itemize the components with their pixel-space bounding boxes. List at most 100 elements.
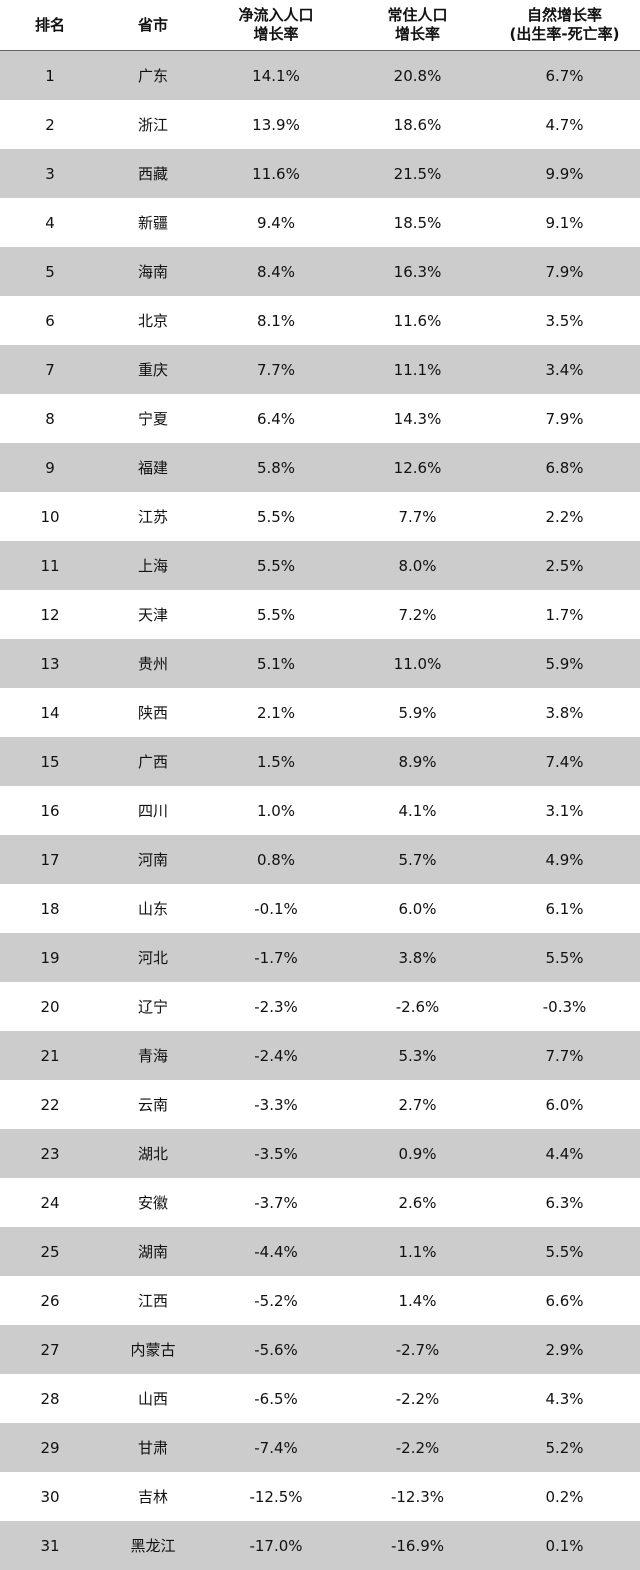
resident-cell: 0.9% (346, 1129, 489, 1178)
province-cell: 青海 (100, 1031, 206, 1080)
rank-cell: 2 (0, 100, 100, 149)
rank-cell: 13 (0, 639, 100, 688)
header-rank: 排名 (0, 0, 100, 51)
net-inflow-cell: 5.5% (206, 590, 346, 639)
net-inflow-cell: -17.0% (206, 1521, 346, 1570)
table-row: 4 新疆 9.4% 18.5% 9.1% (0, 198, 640, 247)
natural-cell: 6.6% (489, 1276, 640, 1325)
resident-cell: 18.5% (346, 198, 489, 247)
natural-cell: -0.3% (489, 982, 640, 1031)
net-inflow-cell: 0.8% (206, 835, 346, 884)
header-natural: 自然增长率 (出生率-死亡率) (489, 0, 640, 51)
natural-cell: 6.8% (489, 443, 640, 492)
resident-cell: 4.1% (346, 786, 489, 835)
net-inflow-cell: 5.8% (206, 443, 346, 492)
resident-cell: 5.3% (346, 1031, 489, 1080)
province-cell: 黑龙江 (100, 1521, 206, 1570)
header-province: 省市 (100, 0, 206, 51)
natural-cell: 3.8% (489, 688, 640, 737)
natural-cell: 4.4% (489, 1129, 640, 1178)
resident-cell: 18.6% (346, 100, 489, 149)
resident-cell: 6.0% (346, 884, 489, 933)
province-cell: 海南 (100, 247, 206, 296)
net-inflow-cell: 5.5% (206, 492, 346, 541)
rank-cell: 26 (0, 1276, 100, 1325)
natural-cell: 4.7% (489, 100, 640, 149)
table-row: 11 上海 5.5% 8.0% 2.5% (0, 541, 640, 590)
table-row: 15 广西 1.5% 8.9% 7.4% (0, 737, 640, 786)
province-cell: 湖北 (100, 1129, 206, 1178)
net-inflow-cell: 11.6% (206, 149, 346, 198)
table-row: 24 安徽 -3.7% 2.6% 6.3% (0, 1178, 640, 1227)
natural-cell: 9.1% (489, 198, 640, 247)
resident-cell: 2.7% (346, 1080, 489, 1129)
natural-cell: 2.5% (489, 541, 640, 590)
province-cell: 陕西 (100, 688, 206, 737)
rank-cell: 28 (0, 1374, 100, 1423)
table-row: 1 广东 14.1% 20.8% 6.7% (0, 50, 640, 100)
province-cell: 云南 (100, 1080, 206, 1129)
table-row: 14 陕西 2.1% 5.9% 3.8% (0, 688, 640, 737)
province-cell: 天津 (100, 590, 206, 639)
rank-cell: 27 (0, 1325, 100, 1374)
province-cell: 河北 (100, 933, 206, 982)
resident-cell: 11.6% (346, 296, 489, 345)
header-natural-line-2: (出生率-死亡率) (509, 25, 620, 43)
header-row: 排名 省市 净流入人口 增长率 常住人口 增长率 自然增长率 (出生率-死亡率) (0, 0, 640, 51)
province-cell: 安徽 (100, 1178, 206, 1227)
table-row: 3 西藏 11.6% 21.5% 9.9% (0, 149, 640, 198)
rank-cell: 19 (0, 933, 100, 982)
province-cell: 江苏 (100, 492, 206, 541)
table-row: 23 湖北 -3.5% 0.9% 4.4% (0, 1129, 640, 1178)
header-resident-line-1: 常住人口 (387, 6, 448, 24)
rank-cell: 3 (0, 149, 100, 198)
table-row: 31 黑龙江 -17.0% -16.9% 0.1% (0, 1521, 640, 1570)
province-cell: 宁夏 (100, 394, 206, 443)
table-row: 21 青海 -2.4% 5.3% 7.7% (0, 1031, 640, 1080)
natural-cell: 5.9% (489, 639, 640, 688)
rank-cell: 17 (0, 835, 100, 884)
rank-cell: 25 (0, 1227, 100, 1276)
rank-cell: 8 (0, 394, 100, 443)
net-inflow-cell: 5.5% (206, 541, 346, 590)
resident-cell: -2.6% (346, 982, 489, 1031)
net-inflow-cell: -3.3% (206, 1080, 346, 1129)
natural-cell: 6.3% (489, 1178, 640, 1227)
province-cell: 广东 (100, 50, 206, 100)
table-row: 12 天津 5.5% 7.2% 1.7% (0, 590, 640, 639)
province-cell: 新疆 (100, 198, 206, 247)
resident-cell: 5.9% (346, 688, 489, 737)
province-cell: 内蒙古 (100, 1325, 206, 1374)
natural-cell: 7.4% (489, 737, 640, 786)
natural-cell: 3.1% (489, 786, 640, 835)
resident-cell: 16.3% (346, 247, 489, 296)
rank-cell: 14 (0, 688, 100, 737)
province-cell: 广西 (100, 737, 206, 786)
net-inflow-cell: -12.5% (206, 1472, 346, 1521)
rank-cell: 22 (0, 1080, 100, 1129)
natural-cell: 6.1% (489, 884, 640, 933)
resident-cell: -16.9% (346, 1521, 489, 1570)
natural-cell: 4.3% (489, 1374, 640, 1423)
net-inflow-cell: -6.5% (206, 1374, 346, 1423)
resident-cell: 7.2% (346, 590, 489, 639)
rank-cell: 24 (0, 1178, 100, 1227)
province-cell: 北京 (100, 296, 206, 345)
province-cell: 吉林 (100, 1472, 206, 1521)
rank-cell: 7 (0, 345, 100, 394)
resident-cell: 1.4% (346, 1276, 489, 1325)
province-cell: 福建 (100, 443, 206, 492)
rank-cell: 21 (0, 1031, 100, 1080)
table-row: 25 湖南 -4.4% 1.1% 5.5% (0, 1227, 640, 1276)
net-inflow-cell: -3.7% (206, 1178, 346, 1227)
table-row: 7 重庆 7.7% 11.1% 3.4% (0, 345, 640, 394)
resident-cell: 12.6% (346, 443, 489, 492)
natural-cell: 5.5% (489, 933, 640, 982)
table-row: 16 四川 1.0% 4.1% 3.1% (0, 786, 640, 835)
net-inflow-cell: -1.7% (206, 933, 346, 982)
table-row: 27 内蒙古 -5.6% -2.7% 2.9% (0, 1325, 640, 1374)
net-inflow-cell: -3.5% (206, 1129, 346, 1178)
natural-cell: 2.2% (489, 492, 640, 541)
resident-cell: 8.9% (346, 737, 489, 786)
